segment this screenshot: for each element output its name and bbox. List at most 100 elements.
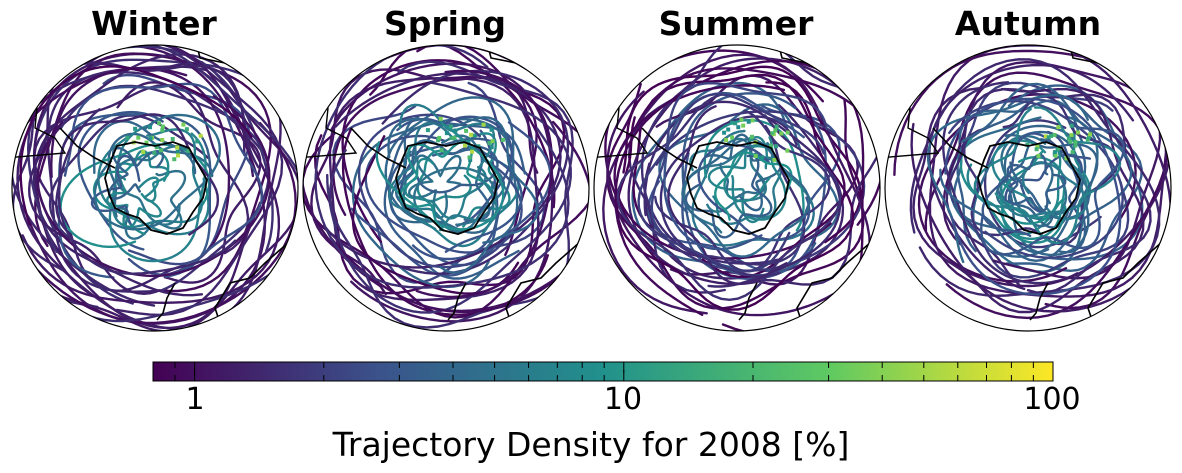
high-density-core bbox=[425, 116, 505, 162]
density-cell bbox=[160, 138, 165, 142]
trajectory-track bbox=[12, 45, 284, 317]
colorbar-tick-label-1: 1 bbox=[185, 382, 205, 417]
trajectory-track bbox=[57, 108, 237, 275]
trajectory-track bbox=[387, 116, 539, 274]
trajectory-track bbox=[667, 105, 788, 285]
maps-svg bbox=[11, 44, 1172, 332]
trajectory-track bbox=[1004, 153, 1083, 220]
trajectory-track bbox=[77, 110, 164, 251]
antarctica-coastline bbox=[104, 141, 208, 235]
density-cell bbox=[500, 137, 505, 142]
australia-coastline bbox=[796, 227, 880, 331]
density-cell bbox=[1025, 142, 1030, 147]
density-cell bbox=[469, 132, 474, 137]
trajectory-track bbox=[48, 114, 209, 245]
density-cell bbox=[472, 133, 476, 138]
trajectory-track bbox=[50, 66, 231, 277]
trajectory-track bbox=[396, 117, 523, 253]
trajectory-track bbox=[93, 113, 222, 231]
density-cell bbox=[444, 131, 449, 136]
new-zealand-coastline bbox=[1029, 282, 1049, 321]
trajectory-track bbox=[707, 135, 769, 224]
trajectory-track bbox=[1004, 133, 1099, 254]
colorbar-tick-label-100: 100 bbox=[1023, 382, 1081, 417]
density-cell bbox=[1035, 144, 1040, 149]
density-cell bbox=[785, 148, 790, 153]
density-cell bbox=[481, 122, 486, 127]
density-cell bbox=[170, 137, 175, 141]
trajectory-track bbox=[691, 129, 815, 247]
density-cell bbox=[186, 148, 191, 153]
density-cell bbox=[470, 149, 475, 154]
trajectory-track bbox=[731, 136, 787, 221]
density-cell bbox=[741, 123, 746, 128]
density-cell bbox=[753, 154, 758, 158]
density-cell bbox=[1052, 150, 1057, 155]
map-panel-summer bbox=[594, 45, 880, 331]
density-cell bbox=[770, 131, 775, 136]
trajectory-track bbox=[944, 97, 1122, 296]
trajectory-track bbox=[415, 69, 554, 299]
density-cell bbox=[1073, 143, 1078, 148]
trajectory-track bbox=[684, 154, 773, 239]
density-cell bbox=[1073, 140, 1078, 145]
density-cell bbox=[1052, 133, 1057, 137]
trajectory-track bbox=[107, 146, 165, 201]
density-cell bbox=[449, 136, 454, 141]
density-cell bbox=[750, 134, 754, 139]
density-cell bbox=[773, 128, 778, 133]
density-cell bbox=[1064, 156, 1069, 161]
density-cell bbox=[184, 127, 189, 132]
trajectory-track bbox=[120, 169, 187, 240]
trajectory-track bbox=[394, 139, 491, 222]
density-cell bbox=[1070, 150, 1075, 155]
density-cell bbox=[133, 126, 138, 131]
density-cell bbox=[769, 143, 773, 148]
density-cell bbox=[160, 128, 165, 133]
trajectory-track bbox=[330, 120, 589, 314]
trajectory-track bbox=[63, 82, 264, 276]
trajectory-track bbox=[351, 117, 515, 289]
density-cell bbox=[157, 121, 162, 126]
colorbar-gradient bbox=[152, 361, 1054, 382]
panel-title-autumn: Autumn bbox=[954, 4, 1102, 43]
density-cell bbox=[1036, 153, 1041, 158]
density-cell bbox=[779, 131, 784, 136]
trajectory-track bbox=[387, 121, 471, 232]
density-cell bbox=[160, 124, 165, 129]
density-cell bbox=[438, 116, 443, 121]
density-cell bbox=[733, 121, 738, 126]
trajectory-track bbox=[681, 138, 811, 258]
trajectory-track bbox=[912, 86, 1145, 314]
density-cell bbox=[772, 158, 777, 162]
density-cell bbox=[175, 149, 180, 154]
map-panel-winter bbox=[12, 45, 298, 331]
trajectory-track bbox=[97, 134, 210, 236]
new-zealand-coastline bbox=[156, 282, 176, 321]
trajectory-track bbox=[105, 176, 163, 230]
antarctica-coastline bbox=[686, 141, 790, 235]
density-cell bbox=[489, 127, 494, 132]
density-cell bbox=[464, 128, 469, 133]
trajectory-track bbox=[714, 151, 793, 221]
trajectory-track bbox=[314, 45, 570, 289]
australia-coastline bbox=[505, 227, 589, 331]
trajectory-track bbox=[12, 67, 297, 325]
density-cell bbox=[136, 135, 141, 140]
trajectory-track bbox=[631, 81, 789, 269]
trajectory-track bbox=[622, 65, 862, 244]
trajectory-track bbox=[357, 113, 512, 269]
density-cell bbox=[425, 128, 430, 133]
density-cell bbox=[1049, 133, 1053, 138]
density-cell bbox=[785, 130, 790, 135]
density-cell bbox=[152, 150, 157, 155]
australia-coastline bbox=[214, 227, 298, 331]
density-cell bbox=[730, 135, 735, 140]
trajectory-track bbox=[615, 81, 855, 311]
antarctic-peninsula-coastline bbox=[59, 127, 116, 169]
antarctic-peninsula-coastline bbox=[932, 127, 989, 169]
trajectory-track bbox=[613, 84, 832, 260]
density-cell bbox=[736, 125, 741, 130]
density-cell bbox=[1069, 133, 1074, 138]
density-cell bbox=[1046, 135, 1051, 140]
